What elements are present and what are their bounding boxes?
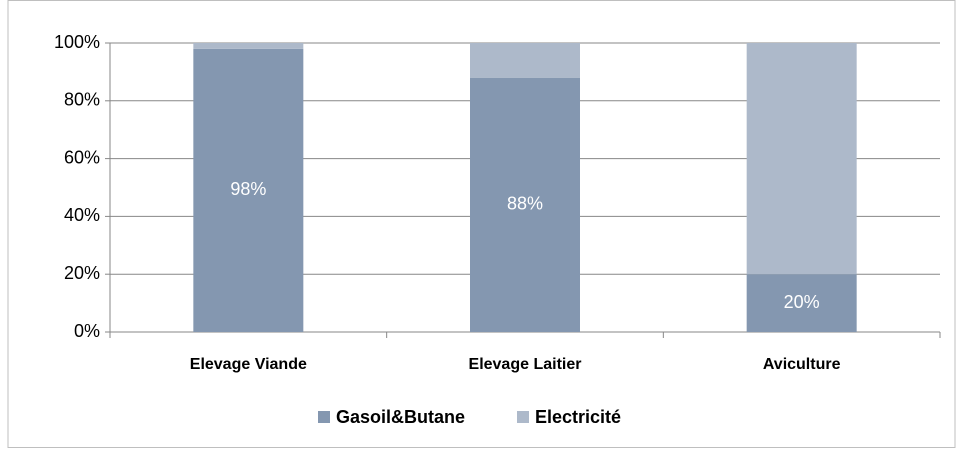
x-tick-label: Aviculture: [763, 356, 841, 373]
y-tick-label: 40%: [64, 205, 100, 225]
bar-segment: [746, 274, 857, 332]
legend-swatch: [318, 411, 330, 423]
y-tick-label: 20%: [64, 263, 100, 283]
bar-segment: [470, 43, 580, 78]
y-tick-label: 0%: [74, 321, 100, 341]
x-tick-label: Elevage Viande: [190, 356, 307, 373]
bar-segment: [470, 77, 580, 333]
bar-segment: [746, 43, 857, 275]
legend-label: Gasoil&Butane: [336, 407, 465, 427]
value-label: 20%: [784, 292, 820, 312]
value-label: 98%: [230, 179, 266, 199]
bar-segment: [193, 48, 304, 332]
y-tick-label: 100%: [54, 32, 100, 52]
legend-swatch: [517, 411, 529, 423]
value-label: 88%: [507, 194, 543, 214]
legend-label: Electricité: [535, 407, 621, 427]
bar-segment: [193, 43, 304, 49]
y-tick-label: 80%: [64, 90, 100, 110]
x-tick-label: Elevage Laitier: [469, 356, 582, 373]
y-tick-label: 60%: [64, 147, 100, 167]
